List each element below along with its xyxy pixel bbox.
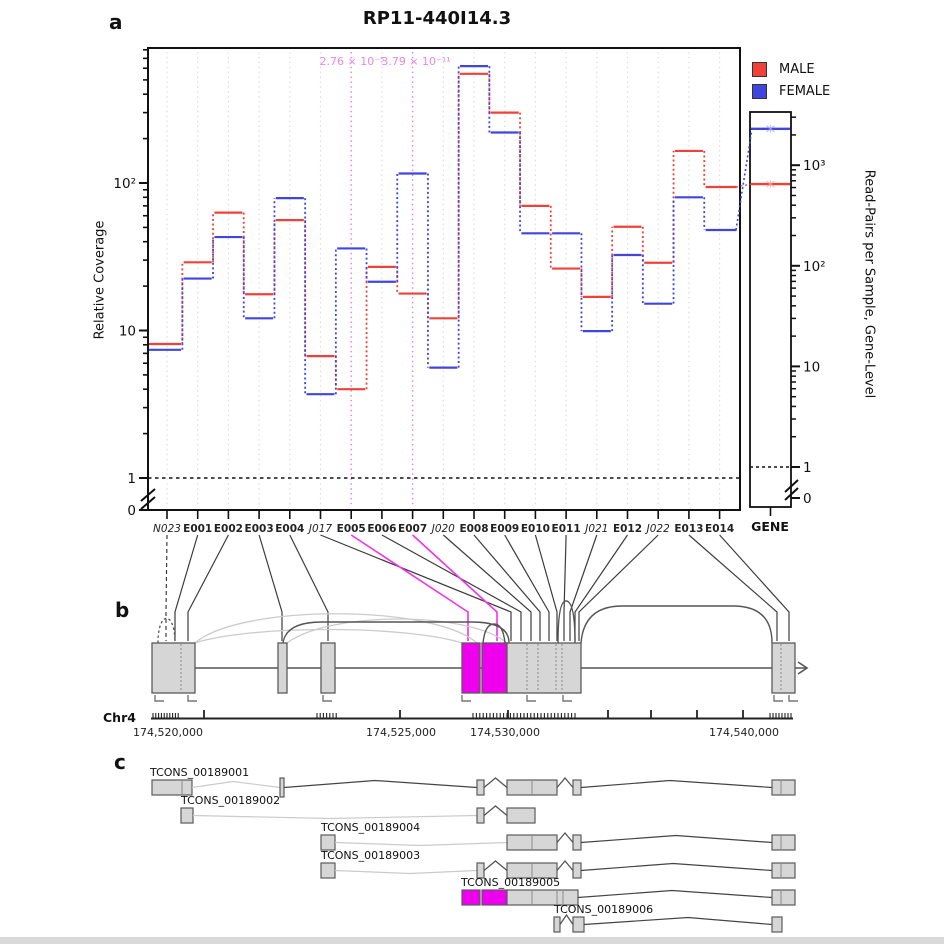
genome-coordinate-label: 174,520,000 [133, 726, 203, 739]
genome-coordinate-label: 174,525,000 [366, 726, 436, 739]
x-category-label: E013 [674, 523, 703, 535]
transcript-label: TCONS_00189006 [553, 903, 653, 916]
x-category-label: J022 [645, 523, 670, 535]
y-axis-title-right: Read-Pairs per Sample, Gene-Level [861, 169, 877, 399]
y-left-tick-label: 10 [119, 324, 136, 340]
coverage-grid [166, 52, 721, 506]
panel-b-label: b [115, 598, 130, 622]
transcript-label: TCONS_00189002 [180, 794, 280, 807]
y-right-tick-label: 0 [803, 491, 812, 507]
transcript-row: TCONS_00189002 [180, 794, 536, 824]
coverage-frame [147, 47, 741, 511]
x-category-label: J020 [430, 523, 455, 535]
bottom-strip [0, 937, 944, 944]
y-right-tick-label: 10 [803, 359, 820, 375]
y-axis-title-left: Relative Coverage [92, 220, 108, 340]
gene-panel-x-label: GENE [751, 519, 789, 534]
x-category-label: E004 [275, 523, 304, 535]
x-category-label: E011 [552, 523, 581, 535]
x-category-label: E010 [521, 523, 550, 535]
pvalue-label-e005: 2.76 × 10⁻⁵ [319, 55, 385, 68]
x-category-label: N023 [153, 523, 181, 535]
x-category-label: J021 [583, 523, 608, 535]
male-color-swatch [752, 62, 767, 77]
x-axis-labels: N023 E001 E002 E003 E004 J017 E005 E006 E007 J020… [153, 523, 734, 535]
transcript-row: TCONS_00189004 [320, 821, 796, 851]
transcript-row: TCONS_00189005 [460, 876, 796, 906]
figure-title: RP11-440I14.3 [362, 8, 512, 29]
x-category-label: E006 [367, 523, 396, 535]
x-category-label: E008 [459, 523, 488, 535]
transcript-label: TCONS_00189005 [460, 876, 560, 889]
x-category-label: E012 [613, 523, 642, 535]
left-axis-ticks [139, 48, 148, 511]
exon-feet [154, 695, 798, 702]
x-category-label: J017 [307, 523, 332, 535]
gene-exons [151, 642, 796, 694]
legend: MALE FEMALE [752, 62, 830, 99]
x-category-label: E014 [705, 523, 734, 535]
panel-a-label: a [109, 10, 123, 34]
chr4-axis: 174,520,000 174,525,000 174,530,000 174,540… [133, 710, 793, 739]
legend-label-male: MALE [779, 62, 815, 77]
pvalue-label-e007: 3.79 × 10⁻¹¹ [381, 55, 451, 68]
x-category-label: E001 [183, 523, 212, 535]
x-category-label: E003 [245, 523, 274, 535]
y-right-tick-label: 1 [803, 460, 812, 476]
gene-error-mark [766, 124, 775, 133]
y-right-tick-label: 10² [803, 259, 826, 275]
splice-arcs [157, 600, 773, 644]
y-right-tick-label: 10³ [803, 158, 826, 174]
chromosome-label: Chr4 [103, 710, 136, 725]
genome-coordinate-label: 174,540,000 [709, 726, 779, 739]
transcript-label: TCONS_00189004 [320, 821, 420, 834]
y-left-tick-label: 10² [113, 176, 136, 192]
legend-item-male: MALE [752, 62, 830, 77]
x-category-label: E007 [398, 523, 427, 535]
legend-label-female: FEMALE [779, 84, 831, 99]
left-axis-break [140, 488, 156, 510]
transcript-row: TCONS_00189006 [553, 903, 783, 933]
y-left-tick-label: 0 [127, 503, 136, 519]
panel-c-label: c [114, 750, 126, 774]
transcript-row: TCONS_00189003 [320, 849, 796, 879]
female-color-swatch [752, 84, 767, 99]
legend-item-female: FEMALE [752, 84, 830, 99]
x-category-label: E005 [337, 523, 366, 535]
female-series [149, 65, 737, 396]
transcript-track: TCONS_00189001 TCONS_00189002 TCONS_001890… [149, 766, 796, 933]
exon-connector-lines [165, 534, 790, 641]
genome-coordinate-label: 174,530,000 [470, 726, 540, 739]
transcript-label: TCONS_00189001 [149, 766, 249, 779]
transcript-label: TCONS_00189003 [320, 849, 420, 862]
transcript-row: TCONS_00189001 [149, 766, 796, 798]
x-axis-ticks [166, 510, 721, 519]
gene-error-mark [766, 180, 775, 189]
y-left-tick-label: 1 [127, 471, 136, 487]
x-category-label: E009 [490, 523, 519, 535]
x-category-label: E002 [214, 523, 243, 535]
